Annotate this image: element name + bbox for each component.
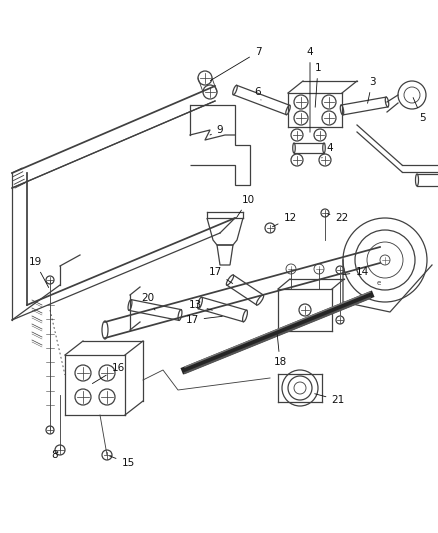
Text: 20: 20 [141,293,155,310]
Text: 17: 17 [185,315,222,325]
Text: 7: 7 [210,47,261,80]
Text: 18: 18 [273,335,286,367]
Text: 13: 13 [188,300,212,310]
Text: 17: 17 [208,267,233,284]
Text: 4: 4 [322,143,333,158]
Text: 8: 8 [52,450,58,460]
Text: 14: 14 [343,267,369,277]
Text: e: e [377,280,381,286]
Text: 4: 4 [307,47,313,132]
Text: 21: 21 [314,394,345,405]
Text: 10: 10 [237,195,254,217]
Text: 6: 6 [254,87,261,100]
Text: 15: 15 [110,456,134,468]
Text: 5: 5 [413,98,425,123]
Text: 9: 9 [210,125,223,135]
Text: 19: 19 [28,257,49,287]
Text: 12: 12 [272,213,297,227]
Text: 3: 3 [367,77,375,103]
Text: 16: 16 [92,363,125,384]
Text: 1: 1 [314,63,321,107]
Text: 22: 22 [328,213,349,223]
